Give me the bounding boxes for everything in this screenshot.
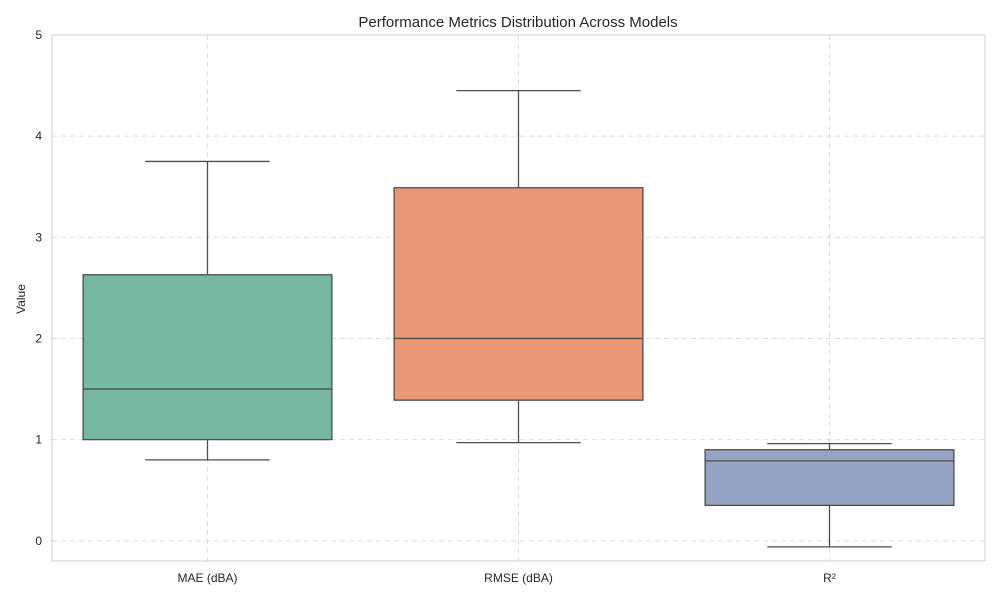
x-tick-label: R² [823,571,836,585]
x-tick-label: RMSE (dBA) [484,571,553,585]
y-tick-label: 3 [35,230,42,244]
box-iqr [704,449,955,507]
chart-title: Performance Metrics Distribution Across … [358,14,677,31]
y-tick-label: 5 [35,28,42,42]
y-tick-label: 0 [35,534,42,548]
box-iqr [393,187,644,401]
plot-frame [51,34,986,562]
y-tick-label: 4 [35,129,42,143]
y-tick-label: 1 [35,433,42,447]
y-tick-label: 2 [35,331,42,345]
tick-layer: 0 1 2 3 4 5 MAE (dBA) RMSE (dBA) R² [35,28,836,585]
box-layer [82,89,955,548]
y-axis-label: Value [14,284,28,314]
x-tick-label: MAE (dBA) [177,571,237,585]
box-iqr [82,274,333,441]
